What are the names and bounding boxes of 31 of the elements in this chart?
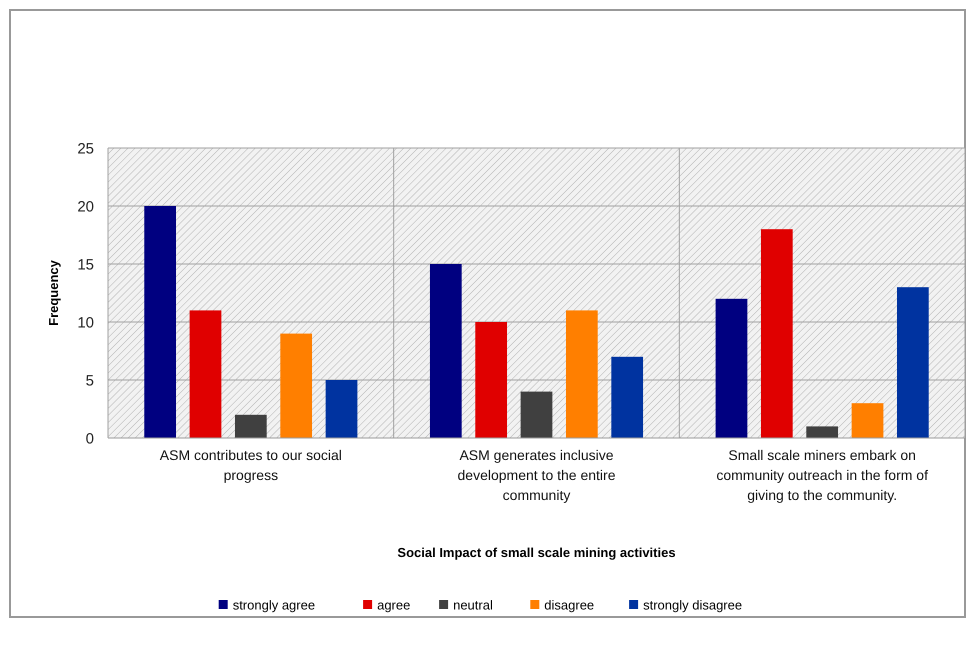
bar (852, 403, 884, 438)
bar (896, 287, 929, 438)
bar (566, 310, 598, 438)
legend-label: disagree (544, 598, 594, 613)
x-tick-label: Small scale miners embark on community outreach in the form of giving to the community. (716, 447, 928, 503)
y-tick-label: 10 (77, 314, 94, 332)
x-axis-title: Social Impact of small scale mining activities (397, 545, 676, 560)
x-tick-label: ASM contributes to our social progress (160, 447, 342, 483)
y-tick-label: 0 (86, 430, 94, 448)
y-tick-label: 5 (86, 372, 94, 390)
bar (430, 264, 462, 438)
y-tick-label: 25 (77, 140, 94, 158)
bar (716, 298, 748, 438)
x-tick-label: ASM generates inclusive development to the entire community (458, 447, 616, 503)
legend-label: strongly agree (232, 598, 316, 613)
legend-label: strongly disagree (643, 598, 742, 613)
bar (190, 310, 222, 438)
bar (280, 334, 312, 438)
bar (611, 356, 644, 438)
bar (760, 229, 793, 438)
y-tick-label: 15 (77, 256, 94, 274)
y-tick-label: 20 (77, 198, 94, 216)
y-axis-title: Frequency (46, 259, 61, 326)
bar (520, 392, 552, 438)
bar (144, 206, 176, 438)
legend-label: neutral (453, 598, 493, 613)
bar (234, 414, 267, 438)
bar (475, 322, 508, 438)
bar (326, 380, 358, 438)
bar (806, 426, 838, 438)
legend-label: agree (377, 598, 410, 613)
